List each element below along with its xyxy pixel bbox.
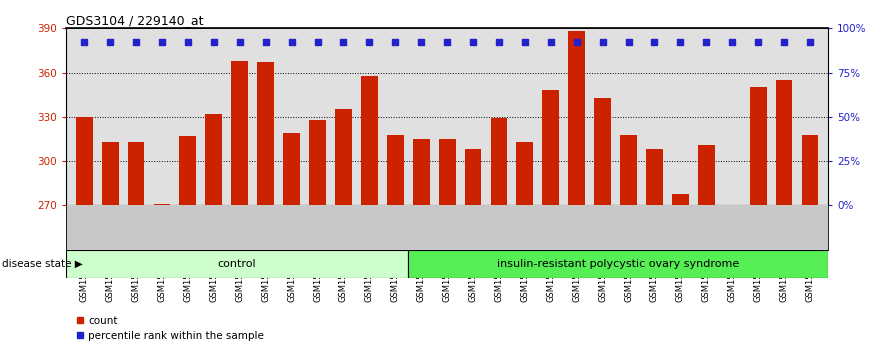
Point [103, 39, 117, 45]
Bar [180, 136, 196, 205]
Bar [516, 142, 533, 205]
Point [181, 39, 195, 45]
FancyBboxPatch shape [408, 250, 828, 278]
Point [544, 39, 558, 45]
Bar [101, 142, 119, 205]
Bar [750, 87, 766, 205]
Point [777, 39, 791, 45]
Text: disease state ▶: disease state ▶ [2, 259, 83, 269]
Bar [568, 31, 585, 205]
Bar [543, 90, 559, 205]
Point [362, 39, 376, 45]
Point [440, 39, 455, 45]
Point [207, 39, 221, 45]
Text: control: control [218, 259, 256, 269]
Bar [309, 120, 326, 205]
Point [725, 39, 739, 45]
Point [389, 39, 403, 45]
Point [155, 39, 169, 45]
Bar [491, 118, 507, 205]
Point [466, 39, 480, 45]
Bar [439, 139, 455, 205]
Point [492, 39, 506, 45]
Bar [387, 135, 403, 205]
Bar [361, 75, 378, 205]
Point [285, 39, 299, 45]
Bar [775, 80, 793, 205]
Point [700, 39, 714, 45]
Point [803, 39, 817, 45]
Point [259, 39, 273, 45]
Bar [205, 114, 222, 205]
Bar [153, 204, 170, 205]
Point [596, 39, 610, 45]
Point [570, 39, 584, 45]
Text: GDS3104 / 229140_at: GDS3104 / 229140_at [66, 14, 204, 27]
Text: insulin-resistant polycystic ovary syndrome: insulin-resistant polycystic ovary syndr… [497, 259, 739, 269]
Point [751, 39, 766, 45]
FancyBboxPatch shape [66, 250, 408, 278]
Bar [413, 139, 430, 205]
Bar [464, 149, 481, 205]
Point [673, 39, 687, 45]
Bar [76, 117, 93, 205]
Bar [646, 149, 663, 205]
Bar [335, 109, 352, 205]
Bar [283, 133, 300, 205]
Bar [128, 142, 144, 205]
Point [414, 39, 428, 45]
Bar [672, 194, 689, 205]
Bar [257, 62, 274, 205]
Point [78, 39, 92, 45]
Point [648, 39, 662, 45]
Bar [724, 205, 741, 207]
Point [337, 39, 351, 45]
Point [310, 39, 324, 45]
Bar [620, 135, 637, 205]
Bar [594, 98, 611, 205]
Bar [802, 135, 818, 205]
Bar [698, 145, 714, 205]
Point [233, 39, 247, 45]
Legend: count, percentile rank within the sample: count, percentile rank within the sample [71, 312, 268, 345]
Point [518, 39, 532, 45]
Point [129, 39, 143, 45]
Bar [232, 61, 248, 205]
Point [621, 39, 635, 45]
